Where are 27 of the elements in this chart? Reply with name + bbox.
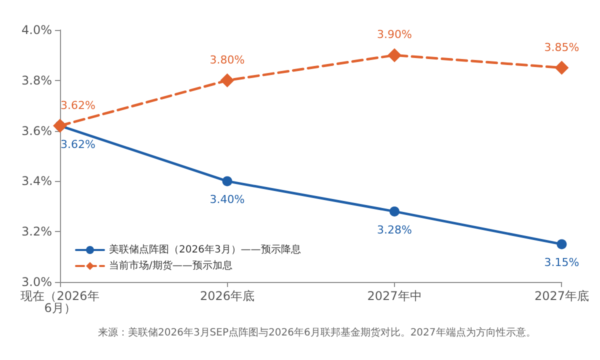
y-tick-label: 3.2% [22, 224, 52, 239]
point [222, 176, 232, 186]
x-tick-label: 2026年底 [200, 289, 255, 303]
data-label: 3.90% [377, 28, 412, 42]
point [220, 73, 234, 88]
y-tick-label: 3.8% [22, 73, 52, 88]
x-tick-label: 2027年底 [534, 289, 590, 303]
data-label: 3.85% [544, 40, 580, 54]
data-label: 3.15% [544, 256, 580, 270]
x-tick-label: 现在（2026年6月） [20, 289, 100, 315]
y-tick-label: 3.0% [22, 275, 52, 289]
source-note: 来源：美联储2026年3月SEP点阵图与2026年6月联邦基金期货对比。2027年端点为方向性示意。 [98, 326, 536, 338]
data-label: 3.40% [210, 193, 245, 206]
y-tick-label: 3.4% [22, 174, 52, 188]
data-label: 3.28% [377, 223, 412, 236]
point [389, 206, 400, 216]
y-tick-label: 3.6% [22, 124, 52, 138]
data-label: 3.62% [60, 98, 96, 112]
legend-label: 当前市场/期货——预示加息 [109, 260, 232, 272]
data-label: 3.62% [60, 138, 96, 151]
legend-label: 美联储点阵图（2026年3月）——预示降息 [109, 244, 301, 256]
x-tick-label: 2027年中 [367, 289, 422, 303]
y-tick-label: 4.0% [22, 23, 52, 37]
point [556, 239, 567, 250]
point [554, 60, 569, 75]
data-label: 3.80% [210, 53, 245, 66]
point [387, 48, 402, 62]
